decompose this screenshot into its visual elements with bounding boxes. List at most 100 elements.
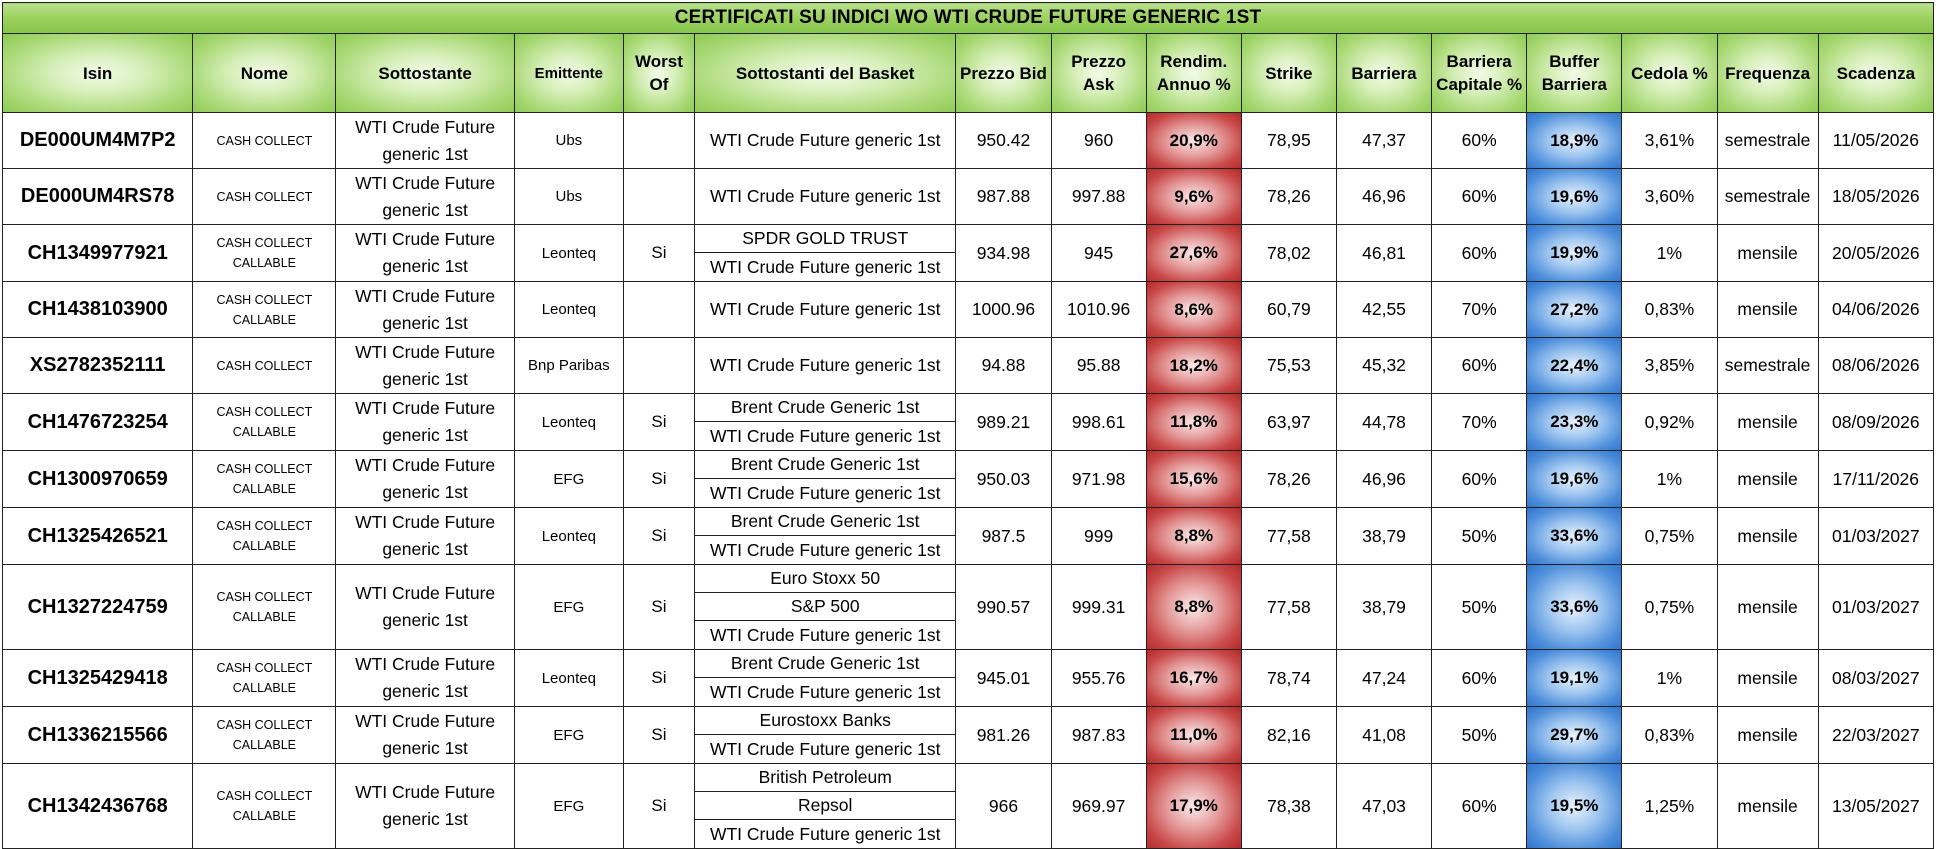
nome-cell: CASH COLLECT CALLABLE xyxy=(192,507,337,565)
cedola-cell: 0,83% xyxy=(1621,281,1718,338)
barriera-capitale-cell: 50% xyxy=(1431,564,1528,650)
frequenza-cell: mensile xyxy=(1716,763,1819,849)
nome-cell: CASH COLLECT CALLABLE xyxy=(192,224,337,282)
emittente-cell: Leonteq xyxy=(513,393,624,451)
prezzo-bid-cell: 990.57 xyxy=(955,564,1052,650)
basket-item: British Petroleum xyxy=(695,765,955,792)
rendimento-cell: 11,8% xyxy=(1145,393,1242,451)
cedola-cell: 1% xyxy=(1621,224,1718,282)
table-row: CH1327224759 CASH COLLECT CALLABLE WTI Crud… xyxy=(1,564,1935,650)
isin-cell: DE000UM4RS78 xyxy=(1,168,194,225)
basket-item: WTI Crude Future generic 1st xyxy=(709,256,941,277)
prezzo-bid-cell: 966 xyxy=(955,763,1052,849)
barriera-cell: 47,03 xyxy=(1335,763,1433,849)
basket-item: WTI Crude Future generic 1st xyxy=(709,738,941,759)
isin-cell: CH1300970659 xyxy=(1,450,194,508)
prezzo-bid-cell: 94.88 xyxy=(955,337,1052,394)
frequenza-cell: mensile xyxy=(1716,224,1819,282)
emittente-cell: EFG xyxy=(513,450,624,508)
emittente-cell: Leonteq xyxy=(513,281,624,338)
scadenza-cell: 18/05/2026 xyxy=(1817,168,1935,225)
barriera-capitale-cell: 70% xyxy=(1431,281,1528,338)
emittente-cell: Leonteq xyxy=(513,224,624,282)
header-cedola: Cedola % xyxy=(1621,33,1718,113)
header-worst-of: Worst Of xyxy=(622,33,696,113)
barriera-cell: 44,78 xyxy=(1335,393,1433,451)
nome-cell: CASH COLLECT xyxy=(192,112,337,169)
basket-item: WTI Crude Future generic 1st xyxy=(709,482,941,503)
header-frequenza: Frequenza xyxy=(1716,33,1819,113)
barriera-cell: 47,37 xyxy=(1335,112,1433,169)
basket-cell: Euro Stoxx 50 S&P 500 WTI Crude Future gen… xyxy=(693,564,957,650)
basket-item: WTI Crude Future generic 1st xyxy=(709,130,941,150)
sottostante-cell: WTI Crude Future generic 1st xyxy=(335,224,515,282)
frequenza-cell: mensile xyxy=(1716,507,1819,565)
buffer-barriera-cell: 22,4% xyxy=(1526,337,1623,394)
basket-cell: Brent Crude Generic 1st WTI Crude Future … xyxy=(693,507,957,565)
basket-cell: British Petroleum Repsol WTI Crude Future … xyxy=(693,763,957,849)
strike-cell: 77,58 xyxy=(1240,564,1337,650)
prezzo-ask-cell: 997.88 xyxy=(1050,168,1147,225)
worst-of-cell: Si xyxy=(622,763,696,849)
sottostante-cell: WTI Crude Future generic 1st xyxy=(335,337,515,394)
scadenza-cell: 11/05/2026 xyxy=(1817,112,1935,169)
basket-item: Euro Stoxx 50 xyxy=(695,566,955,593)
basket-cell: Brent Crude Generic 1st WTI Crude Future … xyxy=(693,450,957,508)
isin-cell: DE000UM4M7P2 xyxy=(1,112,194,169)
table-row: CH1438103900 CASH COLLECT CALLABLE WTI Crud… xyxy=(1,281,1935,338)
basket-item: Eurostoxx Banks xyxy=(695,708,955,735)
prezzo-ask-cell: 999 xyxy=(1050,507,1147,565)
header-prezzo-ask: Prezzo Ask xyxy=(1050,33,1147,113)
isin-cell: CH1349977921 xyxy=(1,224,194,282)
frequenza-cell: semestrale xyxy=(1716,168,1819,225)
buffer-barriera-cell: 23,3% xyxy=(1526,393,1623,451)
barriera-capitale-cell: 60% xyxy=(1431,763,1528,849)
buffer-barriera-cell: 33,6% xyxy=(1526,507,1623,565)
header-rendimento: Rendim. Annuo % xyxy=(1145,33,1242,113)
nome-cell: CASH COLLECT CALLABLE xyxy=(192,564,337,650)
scadenza-cell: 13/05/2027 xyxy=(1817,763,1935,849)
rendimento-cell: 16,7% xyxy=(1145,649,1242,707)
barriera-capitale-cell: 70% xyxy=(1431,393,1528,451)
strike-cell: 75,53 xyxy=(1240,337,1337,394)
cedola-cell: 1% xyxy=(1621,649,1718,707)
barriera-cell: 45,32 xyxy=(1335,337,1433,394)
frequenza-cell: semestrale xyxy=(1716,337,1819,394)
prezzo-ask-cell: 971.98 xyxy=(1050,450,1147,508)
barriera-capitale-cell: 60% xyxy=(1431,450,1528,508)
cedola-cell: 3,60% xyxy=(1621,168,1718,225)
barriera-cell: 47,24 xyxy=(1335,649,1433,707)
header-strike: Strike xyxy=(1240,33,1337,113)
rendimento-cell: 8,6% xyxy=(1145,281,1242,338)
barriera-cell: 46,96 xyxy=(1335,168,1433,225)
sottostante-cell: WTI Crude Future generic 1st xyxy=(335,763,515,849)
isin-cell: CH1325429418 xyxy=(1,649,194,707)
basket-item: WTI Crude Future generic 1st xyxy=(709,539,941,560)
rendimento-cell: 8,8% xyxy=(1145,507,1242,565)
worst-of-cell: Si xyxy=(622,507,696,565)
scadenza-cell: 01/03/2027 xyxy=(1817,564,1935,650)
scadenza-cell: 08/09/2026 xyxy=(1817,393,1935,451)
scadenza-cell: 17/11/2026 xyxy=(1817,450,1935,508)
cedola-cell: 1% xyxy=(1621,450,1718,508)
nome-cell: CASH COLLECT CALLABLE xyxy=(192,706,337,764)
cedola-cell: 0,92% xyxy=(1621,393,1718,451)
strike-cell: 78,38 xyxy=(1240,763,1337,849)
sottostante-cell: WTI Crude Future generic 1st xyxy=(335,450,515,508)
barriera-capitale-cell: 60% xyxy=(1431,168,1528,225)
prezzo-ask-cell: 960 xyxy=(1050,112,1147,169)
barriera-cell: 38,79 xyxy=(1335,564,1433,650)
buffer-barriera-cell: 19,6% xyxy=(1526,450,1623,508)
worst-of-cell: Si xyxy=(622,564,696,650)
strike-cell: 78,26 xyxy=(1240,168,1337,225)
sottostante-cell: WTI Crude Future generic 1st xyxy=(335,507,515,565)
worst-of-cell: Si xyxy=(622,450,696,508)
worst-of-cell: Si xyxy=(622,649,696,707)
basket-item: WTI Crude Future generic 1st xyxy=(709,823,941,844)
table-row: XS2782352111 CASH COLLECT WTI Crude Future… xyxy=(1,337,1935,394)
table-row: CH1300970659 CASH COLLECT CALLABLE WTI Crud… xyxy=(1,450,1935,508)
basket-cell: WTI Crude Future generic 1st xyxy=(693,337,957,394)
emittente-cell: EFG xyxy=(513,706,624,764)
strike-cell: 78,02 xyxy=(1240,224,1337,282)
